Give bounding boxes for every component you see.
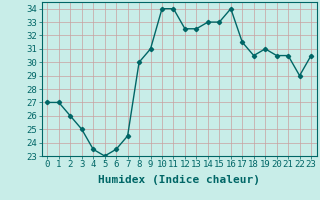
X-axis label: Humidex (Indice chaleur): Humidex (Indice chaleur): [98, 175, 260, 185]
